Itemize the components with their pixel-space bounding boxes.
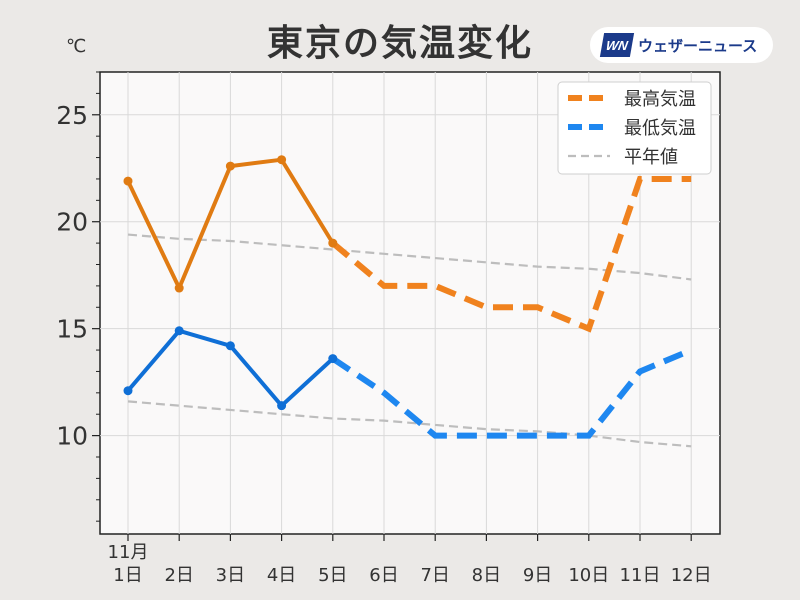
brand-name: ウェザーニュース xyxy=(638,36,758,55)
low-data-point xyxy=(174,326,184,336)
chart-title: 東京の気温変化 xyxy=(266,23,533,64)
legend-normal-label: 平年値 xyxy=(624,147,678,168)
x-tick-label: 1日 xyxy=(113,565,142,586)
x-tick-label: 2日 xyxy=(164,565,193,586)
x-tick-label: 6日 xyxy=(369,565,398,586)
legend-low-label: 最低気温 xyxy=(624,118,696,139)
low-data-point xyxy=(328,354,338,364)
x-month-label: 11月 xyxy=(108,542,149,563)
x-tick-label: 7日 xyxy=(420,565,449,586)
normal-series-line xyxy=(127,233,692,281)
legend-high-label: 最高気温 xyxy=(624,89,696,110)
low-forecast-line xyxy=(331,347,693,439)
high-data-point xyxy=(225,161,235,171)
x-tick-label: 4日 xyxy=(267,565,296,586)
brand-logo: WN ウェザーニュース xyxy=(590,27,773,63)
low-data-point xyxy=(123,386,133,396)
x-tick-label: 8日 xyxy=(472,565,501,586)
x-tick-label: 9日 xyxy=(523,565,552,586)
normal-series-line xyxy=(127,400,692,448)
y-axis-unit: ℃ xyxy=(66,36,87,57)
y-tick-label: 15 xyxy=(56,315,88,344)
normal-lines xyxy=(127,233,692,448)
y-tick-label: 25 xyxy=(56,101,88,130)
x-tick-label: 3日 xyxy=(216,565,245,586)
y-tick-label: 10 xyxy=(56,422,88,451)
low-data-point xyxy=(277,401,287,411)
x-tick-label: 10日 xyxy=(568,565,609,586)
high-data-point xyxy=(277,155,287,165)
x-tick-label: 12日 xyxy=(671,565,712,586)
x-tick-label: 11日 xyxy=(620,565,661,586)
high-data-point xyxy=(328,238,338,248)
y-tick-label: 20 xyxy=(56,208,88,237)
axes: 10 15 20 25 1日 2日 3日 4日 5日 6日 7日 8日 9日 10日 11日 12日 11月 xyxy=(56,71,712,586)
low-data-point xyxy=(225,341,235,351)
high-forecast-line xyxy=(330,175,692,333)
x-tick-label: 5日 xyxy=(318,565,347,586)
high-data-point xyxy=(174,283,184,293)
legend-box xyxy=(557,81,712,175)
high-data-point xyxy=(123,176,133,186)
data-points xyxy=(123,155,338,411)
